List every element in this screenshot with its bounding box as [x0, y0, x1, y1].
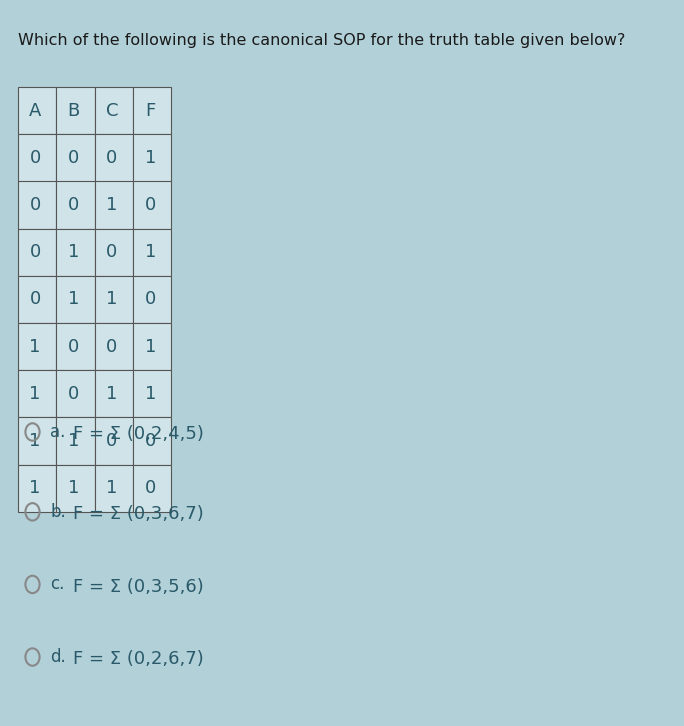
Bar [18, 134, 56, 182]
Bar [56, 417, 94, 465]
Text: 0: 0 [68, 149, 79, 167]
Text: 0: 0 [29, 196, 40, 214]
Text: Which of the following is the canonical SOP for the truth table given below?: Which of the following is the canonical … [18, 33, 625, 48]
Text: d.: d. [50, 648, 66, 666]
Bar [94, 134, 133, 182]
Text: 1: 1 [68, 243, 79, 261]
Text: 1: 1 [106, 290, 118, 309]
Text: F = Σ (0,2,6,7): F = Σ (0,2,6,7) [73, 650, 203, 668]
Bar [133, 465, 171, 512]
Bar [133, 229, 171, 276]
Text: 1: 1 [106, 385, 118, 403]
Text: 0: 0 [29, 243, 40, 261]
Text: 0: 0 [29, 149, 40, 167]
Bar [56, 370, 94, 417]
Bar [133, 87, 171, 134]
Text: c.: c. [50, 576, 64, 593]
Bar [94, 323, 133, 370]
Text: 1: 1 [144, 149, 156, 167]
Text: 1: 1 [29, 385, 40, 403]
Bar [133, 134, 171, 182]
Text: A: A [29, 102, 41, 120]
Text: 1: 1 [106, 479, 118, 497]
Text: 1: 1 [68, 432, 79, 450]
Bar [94, 182, 133, 229]
Bar [94, 465, 133, 512]
Text: 0: 0 [106, 432, 118, 450]
Bar [18, 87, 56, 134]
Text: b.: b. [50, 503, 66, 521]
Text: 0: 0 [68, 196, 79, 214]
Bar [94, 229, 133, 276]
Text: 1: 1 [68, 479, 79, 497]
Text: 0: 0 [68, 385, 79, 403]
Text: 0: 0 [106, 149, 118, 167]
Text: a.: a. [50, 423, 66, 441]
Bar [18, 465, 56, 512]
Bar [18, 370, 56, 417]
Text: 1: 1 [29, 432, 40, 450]
Bar [133, 276, 171, 323]
Text: 0: 0 [144, 432, 156, 450]
Text: 0: 0 [106, 243, 118, 261]
Bar [94, 87, 133, 134]
Text: 1: 1 [68, 290, 79, 309]
Text: B: B [67, 102, 79, 120]
Bar [133, 370, 171, 417]
Text: 0: 0 [68, 338, 79, 356]
Bar [133, 323, 171, 370]
Bar [94, 417, 133, 465]
Bar [56, 465, 94, 512]
Bar [56, 229, 94, 276]
Text: 1: 1 [144, 243, 156, 261]
Bar [56, 87, 94, 134]
Text: 0: 0 [29, 290, 40, 309]
Bar [18, 229, 56, 276]
Text: 0: 0 [106, 338, 118, 356]
Text: C: C [105, 102, 118, 120]
Text: F: F [145, 102, 155, 120]
Text: 0: 0 [144, 479, 156, 497]
Text: 1: 1 [106, 196, 118, 214]
Text: F = Σ (0,3,6,7): F = Σ (0,3,6,7) [73, 505, 203, 523]
Bar [133, 182, 171, 229]
Bar [94, 370, 133, 417]
Text: F = Σ (0,2,4,5): F = Σ (0,2,4,5) [73, 425, 204, 443]
Text: 1: 1 [29, 338, 40, 356]
Bar [56, 134, 94, 182]
Text: 1: 1 [144, 338, 156, 356]
Text: 0: 0 [144, 196, 156, 214]
Bar [56, 323, 94, 370]
Text: F = Σ (0,3,5,6): F = Σ (0,3,5,6) [73, 578, 203, 595]
Text: 0: 0 [144, 290, 156, 309]
Text: 1: 1 [144, 385, 156, 403]
Bar [56, 182, 94, 229]
Text: 1: 1 [29, 479, 40, 497]
Bar [18, 323, 56, 370]
Bar [94, 276, 133, 323]
Bar [18, 417, 56, 465]
Bar [18, 276, 56, 323]
Bar [133, 417, 171, 465]
Bar [18, 182, 56, 229]
Bar [56, 276, 94, 323]
